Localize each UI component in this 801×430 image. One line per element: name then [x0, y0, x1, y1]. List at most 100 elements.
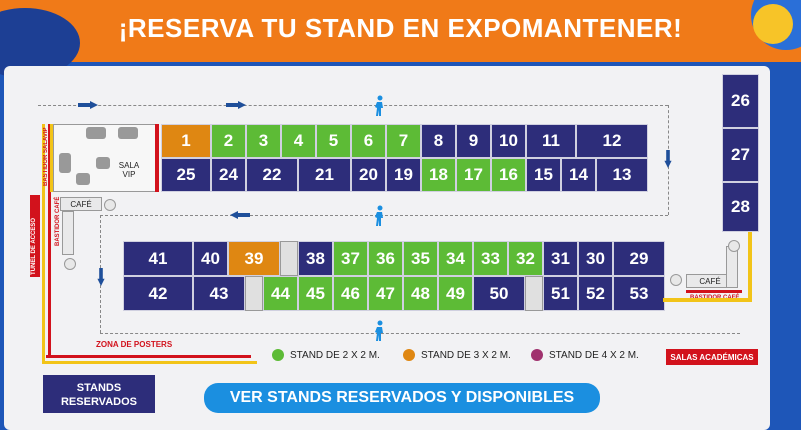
table-circle	[104, 199, 116, 211]
stand-12[interactable]: 12	[576, 124, 648, 158]
zona-posters-label: ZONA DE POSTERS	[96, 340, 173, 349]
stand-27[interactable]: 27	[722, 128, 759, 182]
stand-46[interactable]: 46	[333, 276, 368, 311]
banner-title: ¡RESERVA TU STAND EN EXPOMANTENER!	[118, 13, 683, 43]
stand-9[interactable]: 9	[456, 124, 491, 158]
stand-19[interactable]: 19	[386, 158, 421, 192]
legend-label: STAND DE 3 X 2 M.	[421, 349, 511, 361]
stand-5[interactable]: 5	[316, 124, 351, 158]
view-stands-button[interactable]: VER STANDS RESERVADOS Y DISPONIBLES	[204, 383, 600, 413]
stand-39[interactable]: 39	[228, 241, 280, 276]
red-wall-left	[48, 124, 51, 356]
stand-8[interactable]: 8	[421, 124, 456, 158]
legend-3x2: STAND DE 3 X 2 M.	[403, 349, 511, 361]
red-wall-bottom	[46, 355, 251, 358]
stand-52[interactable]: 52	[578, 276, 613, 311]
stand-15[interactable]: 15	[526, 158, 561, 192]
orange-dot-icon	[403, 349, 415, 361]
stand-32[interactable]: 32	[508, 241, 543, 276]
stand-51[interactable]: 51	[543, 276, 578, 311]
legend-2x2: STAND DE 2 X 2 M.	[272, 349, 380, 361]
stand-26[interactable]: 26	[722, 74, 759, 128]
stand-4[interactable]: 4	[281, 124, 316, 158]
stand-36[interactable]: 36	[368, 241, 403, 276]
header-banner: ¡RESERVA TU STAND EN EXPOMANTENER!	[0, 0, 801, 78]
stand-1[interactable]: 1	[161, 124, 211, 158]
sofa-icon	[59, 153, 71, 173]
stand-14[interactable]: 14	[561, 158, 596, 192]
stand-13[interactable]: 13	[596, 158, 648, 192]
arrow-down-icon	[664, 150, 672, 168]
stand-28[interactable]: 28	[722, 182, 759, 232]
stand-7[interactable]: 7	[386, 124, 421, 158]
stand-53[interactable]: 53	[613, 276, 665, 311]
legend-label: STAND DE 4 X 2 M.	[549, 349, 639, 361]
yellow-wall-left	[42, 124, 45, 364]
stand-30[interactable]: 30	[578, 241, 613, 276]
bastidor-vip-red	[155, 124, 159, 192]
stand-38[interactable]: 38	[298, 241, 333, 276]
stand-44[interactable]: 44	[263, 276, 298, 311]
stand-40[interactable]: 40	[193, 241, 228, 276]
legend-4x2: STAND DE 4 X 2 M.	[531, 349, 639, 361]
arrow-left-icon	[230, 211, 250, 219]
path-top	[38, 105, 668, 106]
stands-reservados-button[interactable]: STANDS RESERVADOS	[43, 375, 155, 413]
yellow-wall-right	[748, 232, 752, 302]
stand-6[interactable]: 6	[351, 124, 386, 158]
stand-42[interactable]: 42	[123, 276, 193, 311]
table-circle	[670, 274, 682, 286]
bastidor-vip-yellow	[50, 124, 53, 192]
stand-2[interactable]: 2	[211, 124, 246, 158]
table-circle	[728, 240, 740, 252]
cafe-left: CAFÉ	[60, 197, 102, 211]
arrow-right-icon	[226, 101, 246, 109]
stand-10[interactable]: 10	[491, 124, 526, 158]
cafe-left-bar	[62, 211, 74, 255]
stand-3[interactable]: 3	[246, 124, 281, 158]
green-dot-icon	[272, 349, 284, 361]
stand-20[interactable]: 20	[351, 158, 386, 192]
stand-45[interactable]: 45	[298, 276, 333, 311]
yellow-wall-right-bottom	[663, 298, 752, 302]
stand-29[interactable]: 29	[613, 241, 665, 276]
stand-25[interactable]: 25	[161, 158, 211, 192]
tunnel-label: TÚNEL DE ACCESO	[31, 217, 37, 275]
stand-24[interactable]: 24	[211, 158, 246, 192]
column-marker	[280, 241, 298, 276]
stand-48[interactable]: 48	[403, 276, 438, 311]
sofa-icon	[86, 127, 106, 139]
chair-icon	[96, 157, 110, 169]
stand-47[interactable]: 47	[368, 276, 403, 311]
bastidor-cafe-left-label: BASTIDOR CAFÉ	[55, 196, 61, 246]
path-bottom	[100, 333, 740, 334]
stand-16[interactable]: 16	[491, 158, 526, 192]
sala-vip-label: SALA VIP	[118, 161, 140, 179]
arrow-right-icon	[78, 101, 98, 109]
stand-31[interactable]: 31	[543, 241, 578, 276]
legend-label: STAND DE 2 X 2 M.	[290, 349, 380, 361]
stand-22[interactable]: 22	[246, 158, 298, 192]
stand-11[interactable]: 11	[526, 124, 576, 158]
stand-50[interactable]: 50	[473, 276, 525, 311]
stand-34[interactable]: 34	[438, 241, 473, 276]
walking-person-icon	[375, 205, 383, 226]
bastidor-cafe-right-red	[686, 290, 742, 293]
bastidor-salavip-label: BASTIDOR SALAVIP	[43, 127, 49, 186]
path-middle	[100, 215, 668, 216]
yellow-wall-bottom	[42, 361, 257, 364]
stand-41[interactable]: 41	[123, 241, 193, 276]
cafe-right-bar	[726, 246, 738, 288]
salas-academicas-button[interactable]: SALAS ACADÉMICAS	[666, 349, 758, 365]
stand-17[interactable]: 17	[456, 158, 491, 192]
stand-33[interactable]: 33	[473, 241, 508, 276]
stand-35[interactable]: 35	[403, 241, 438, 276]
stand-18[interactable]: 18	[421, 158, 456, 192]
column-marker	[245, 276, 263, 311]
stand-37[interactable]: 37	[333, 241, 368, 276]
stand-49[interactable]: 49	[438, 276, 473, 311]
stand-43[interactable]: 43	[193, 276, 245, 311]
stand-21[interactable]: 21	[298, 158, 351, 192]
table-circle	[64, 258, 76, 270]
column-marker	[525, 276, 543, 311]
